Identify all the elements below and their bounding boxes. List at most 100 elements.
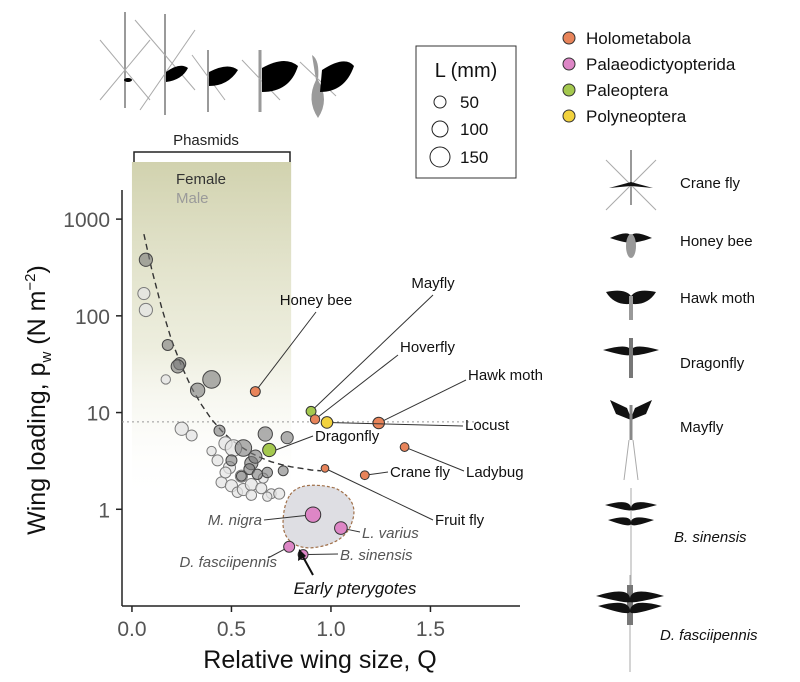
insect-point-m-nigra [304, 506, 322, 523]
point-label-honey-bee: Honey bee [280, 292, 353, 309]
phasmid-female-point [225, 454, 238, 467]
crane-fly-silhouette [605, 150, 657, 211]
phasmid-silhouette-3 [191, 50, 238, 112]
insect-point-locust [320, 416, 334, 429]
phasmid-silhouette-4 [241, 50, 298, 112]
size-legend: L (mm) 50 100 150 [415, 45, 517, 179]
phasmid-male-point [174, 421, 189, 436]
point-label-b-sinensis: B. sinensis [340, 547, 413, 564]
leader-line [332, 422, 464, 427]
early-pterygotes-arrowhead [298, 549, 306, 561]
insect-point-honey-bee [249, 386, 261, 397]
honey-bee-silhouette [610, 233, 652, 258]
data-points [137, 252, 410, 561]
insect-point-hawk-moth [372, 416, 385, 430]
x-tick-label: 1.5 [416, 618, 445, 641]
point-label-hoverfly: Hoverfly [400, 339, 456, 356]
y-axis-title-main: Wing loading, p [23, 363, 51, 535]
insect-silhouettes: Crane fly Honey bee Hawk moth Dragonfly … [596, 150, 758, 672]
early-pterygotes-arrow [301, 554, 314, 576]
phasmid-female-point [261, 466, 273, 479]
early-pterygotes-label: Early pterygotes [294, 579, 417, 598]
size-legend-circle-100 [431, 120, 449, 138]
point-label-locust: Locust [465, 417, 510, 434]
phasmid-male-point [262, 491, 273, 502]
silhouette-label-mayfly: Mayfly [680, 419, 724, 436]
phasmid-female-point [170, 359, 185, 374]
phasmid-male-point [160, 374, 171, 385]
phasmid-male-point [206, 445, 217, 457]
phasmid-female-point [235, 470, 247, 482]
size-legend-circle-150 [429, 146, 451, 168]
point-label-hawk-moth: Hawk moth [468, 367, 543, 384]
point-label-l-varius: L. varius [362, 525, 419, 542]
phasmid-silhouettes [99, 12, 354, 118]
point-label-d-fasciipennis: D. fasciipennis [179, 554, 277, 571]
leader-line [346, 528, 361, 533]
group-legend-label-palaeodictyopterida: Palaeodictyopterida [586, 55, 736, 74]
phasmid-female-point [280, 431, 294, 445]
point-label-dragonfly: Dragonfly [315, 428, 380, 445]
mayfly-silhouette [610, 400, 652, 481]
leader-line [314, 294, 434, 409]
silhouette-label-d-fasciipennis: D. fasciipennis [660, 627, 758, 644]
leader-line [263, 514, 306, 521]
leader-line [267, 548, 285, 559]
group-legend: Holometabola Palaeodictyopterida Paleopter… [562, 29, 736, 126]
phasmid-female-point [202, 370, 221, 389]
y-tick-label: 10 [87, 403, 110, 426]
phasmid-male-point [185, 429, 198, 442]
group-legend-swatch-palaeodictyopterida [562, 57, 576, 71]
insect-point-dragonfly [262, 442, 277, 458]
x-tick-label: 0.5 [217, 618, 246, 641]
shade-legend-male: Male [176, 190, 209, 207]
insect-point-crane-fly [359, 470, 370, 481]
size-legend-label-100: 100 [460, 120, 488, 139]
y-axis-title-exponent: −2 [22, 273, 39, 290]
silhouette-label-dragonfly: Dragonfly [680, 355, 745, 372]
phasmid-female-point [251, 468, 264, 481]
d-fasciipennis-silhouette [596, 575, 664, 672]
y-axis-title-sub: w [38, 352, 55, 364]
group-legend-swatch-paleoptera [562, 83, 576, 97]
phasmids-label: Phasmids [173, 132, 239, 149]
phasmid-female-point [248, 449, 263, 464]
point-label-mayfly: Mayfly [411, 275, 455, 292]
hawk-moth-silhouette [606, 290, 656, 320]
leader-line [369, 471, 389, 476]
y-axis-title-close: ) [23, 265, 51, 273]
axes: 0.0 0.5 1.0 1.5 1 10 100 1000 [63, 190, 520, 641]
silhouette-label-hawk-moth: Hawk moth [680, 290, 755, 307]
phasmid-female-point [257, 426, 273, 442]
x-axis-title: Relative wing size, Q [203, 646, 436, 674]
group-legend-label-polyneoptera: Polyneoptera [586, 107, 687, 126]
leader-line [383, 379, 467, 421]
y-tick-label: 1 [98, 499, 110, 522]
y-axis-title-units: (N m [23, 291, 51, 352]
phasmid-male-point [245, 489, 258, 501]
phasmid-female-point [161, 338, 174, 351]
y-axis-title: Wing loading, pw (N m−2) [22, 265, 55, 535]
size-legend-label-150: 150 [460, 148, 488, 167]
phasmid-female-point [213, 424, 226, 437]
phasmid-male-point [137, 286, 151, 301]
insect-point-hoverfly [309, 414, 321, 425]
y-tick-label: 100 [75, 306, 110, 329]
x-tick-label: 0.0 [117, 618, 146, 641]
dragonfly-silhouette [603, 338, 659, 378]
leader-line [308, 553, 339, 556]
insect-point-ladybug [399, 442, 410, 452]
phasmid-male-point [219, 466, 232, 479]
insect-point-fruit-fly [320, 463, 330, 473]
phasmid-male-point [211, 454, 224, 467]
group-legend-label-paleoptera: Paleoptera [586, 81, 669, 100]
point-label-fruit-fly: Fruit fly [435, 512, 485, 529]
phasmid-silhouette-2 [134, 14, 196, 115]
insect-point-d-fasciipennis [283, 540, 296, 553]
phasmid-female-point [189, 382, 206, 398]
phasmids-bracket [133, 151, 291, 162]
phasmid-male-point [273, 487, 286, 500]
point-label-m-nigra: M. nigra [208, 512, 262, 529]
shade-legend-female: Female [176, 171, 226, 188]
leader-line [275, 435, 314, 451]
